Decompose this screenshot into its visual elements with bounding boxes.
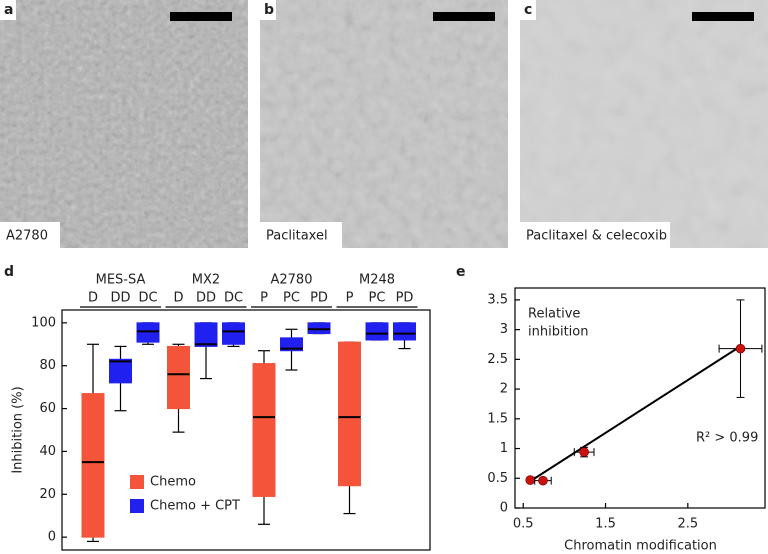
y-tick-label: 2.5 xyxy=(487,352,508,367)
category-label: PC xyxy=(283,291,300,306)
y-tick-label: 3 xyxy=(500,322,508,337)
y-tick-label: 20 xyxy=(39,487,56,502)
category-label: P xyxy=(346,291,354,306)
panel-caption: Paclitaxel & celecoxib xyxy=(526,229,667,244)
plot-frame xyxy=(61,309,431,551)
box xyxy=(222,322,245,345)
legend-swatch xyxy=(130,499,144,513)
category-label: PD xyxy=(310,291,328,306)
group-label: A2780 xyxy=(271,273,313,288)
category-label: D xyxy=(173,291,183,306)
box xyxy=(109,358,132,384)
category-label: DC xyxy=(138,291,157,306)
category-label: PC xyxy=(369,291,386,306)
point xyxy=(538,475,548,486)
y-tick-label: 40 xyxy=(39,444,56,459)
panel-letter: e xyxy=(456,264,466,280)
box xyxy=(136,322,160,343)
category-label: DD xyxy=(110,291,130,306)
panel-letter: a xyxy=(4,2,13,18)
box xyxy=(252,363,276,497)
micrograph-b: b Paclitaxel xyxy=(260,0,508,248)
box xyxy=(194,322,218,347)
panel-letter: c xyxy=(524,2,532,18)
y-tick-label: 1.5 xyxy=(487,411,508,426)
category-label: DD xyxy=(196,291,216,306)
x-axis-label: Chromatin modification xyxy=(564,539,717,554)
point xyxy=(525,475,536,485)
y-tick-label: 60 xyxy=(39,401,56,416)
panel-caption: Paclitaxel xyxy=(266,229,328,244)
y-tick-label: 1 xyxy=(500,441,508,456)
annotation: inhibition xyxy=(528,325,588,340)
point xyxy=(735,343,746,354)
group-label: MX2 xyxy=(192,273,220,288)
group-label: M248 xyxy=(359,273,395,288)
box xyxy=(307,322,331,335)
micrograph-a: a A2780 xyxy=(0,0,248,248)
fit-line xyxy=(529,345,742,483)
x-tick-label: 0.5 xyxy=(513,517,534,532)
plot-frame xyxy=(514,287,766,509)
y-tick-label: 2 xyxy=(500,382,508,397)
box xyxy=(81,393,105,538)
annotation: Relative xyxy=(528,307,580,322)
category-label: P xyxy=(260,291,268,306)
box xyxy=(167,345,190,410)
y-axis-label: Inhibition (%) xyxy=(11,386,26,473)
box xyxy=(393,322,416,341)
point xyxy=(579,447,589,457)
y-tick-label: 0 xyxy=(500,501,508,516)
legend-swatch xyxy=(130,475,144,489)
y-tick-label: 0 xyxy=(48,530,56,545)
category-label: D xyxy=(88,291,98,306)
category-label: PD xyxy=(396,291,414,306)
x-tick-label: 1.5 xyxy=(595,517,616,532)
y-tick-label: 0.5 xyxy=(487,471,508,486)
box xyxy=(338,341,361,487)
x-tick-label: 2.5 xyxy=(677,517,698,532)
legend-label: Chemo xyxy=(150,475,196,490)
micrograph-c: c Paclitaxel & celecoxib xyxy=(520,0,768,248)
panel-caption: A2780 xyxy=(6,229,48,244)
stat-annotation: R² > 0.99 xyxy=(696,431,758,446)
y-tick-label: 80 xyxy=(39,358,56,373)
panel-letter: b xyxy=(264,2,274,18)
y-tick-label: 3.5 xyxy=(487,292,508,307)
y-tick-label: 100 xyxy=(31,315,56,330)
group-label: MES-SA xyxy=(96,273,146,288)
box xyxy=(280,337,303,352)
legend-label: Chemo + CPT xyxy=(150,499,240,514)
panel-letter: d xyxy=(4,264,14,280)
box xyxy=(365,322,389,341)
category-label: DC xyxy=(224,291,243,306)
